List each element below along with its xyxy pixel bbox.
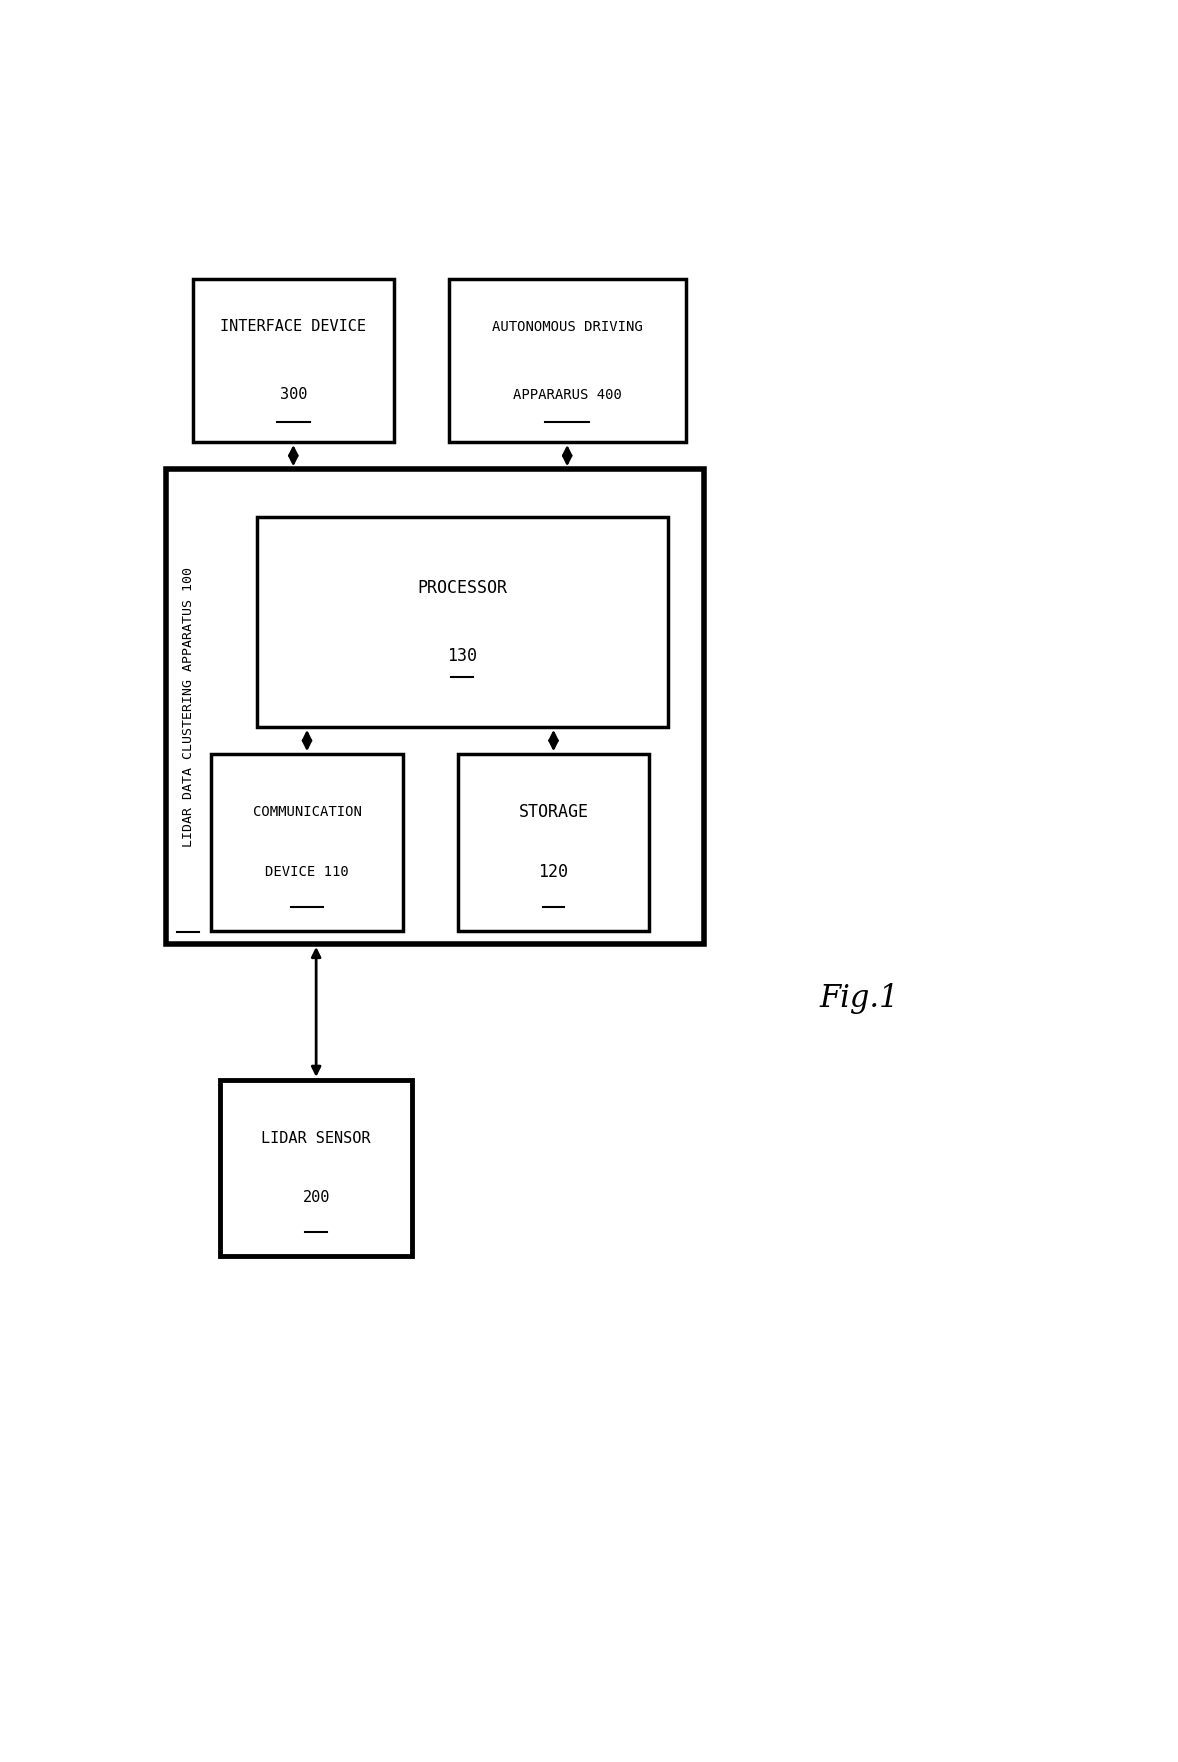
Bar (211, 754, 403, 930)
Bar (165, 469, 704, 944)
Text: 120: 120 (538, 863, 569, 881)
Text: COMMUNICATION: COMMUNICATION (252, 805, 362, 819)
Text: LIDAR DATA CLUSTERING APPARATUS 100: LIDAR DATA CLUSTERING APPARATUS 100 (181, 567, 194, 848)
Text: 130: 130 (448, 647, 477, 664)
Text: 300: 300 (279, 388, 307, 402)
Text: DEVICE 110: DEVICE 110 (265, 865, 349, 879)
Bar (220, 1080, 412, 1256)
Text: AUTONOMOUS DRIVING: AUTONOMOUS DRIVING (492, 319, 642, 333)
Text: Fig.1: Fig.1 (820, 983, 899, 1013)
Bar (449, 280, 686, 442)
Bar (457, 754, 649, 930)
Text: PROCESSOR: PROCESSOR (417, 580, 508, 597)
Bar (257, 516, 668, 728)
Text: 200: 200 (303, 1191, 330, 1205)
Text: STORAGE: STORAGE (518, 803, 589, 821)
Text: APPARARUS 400: APPARARUS 400 (512, 388, 622, 402)
Text: LIDAR SENSOR: LIDAR SENSOR (262, 1131, 371, 1145)
Text: INTERFACE DEVICE: INTERFACE DEVICE (220, 319, 366, 335)
Bar (193, 280, 393, 442)
